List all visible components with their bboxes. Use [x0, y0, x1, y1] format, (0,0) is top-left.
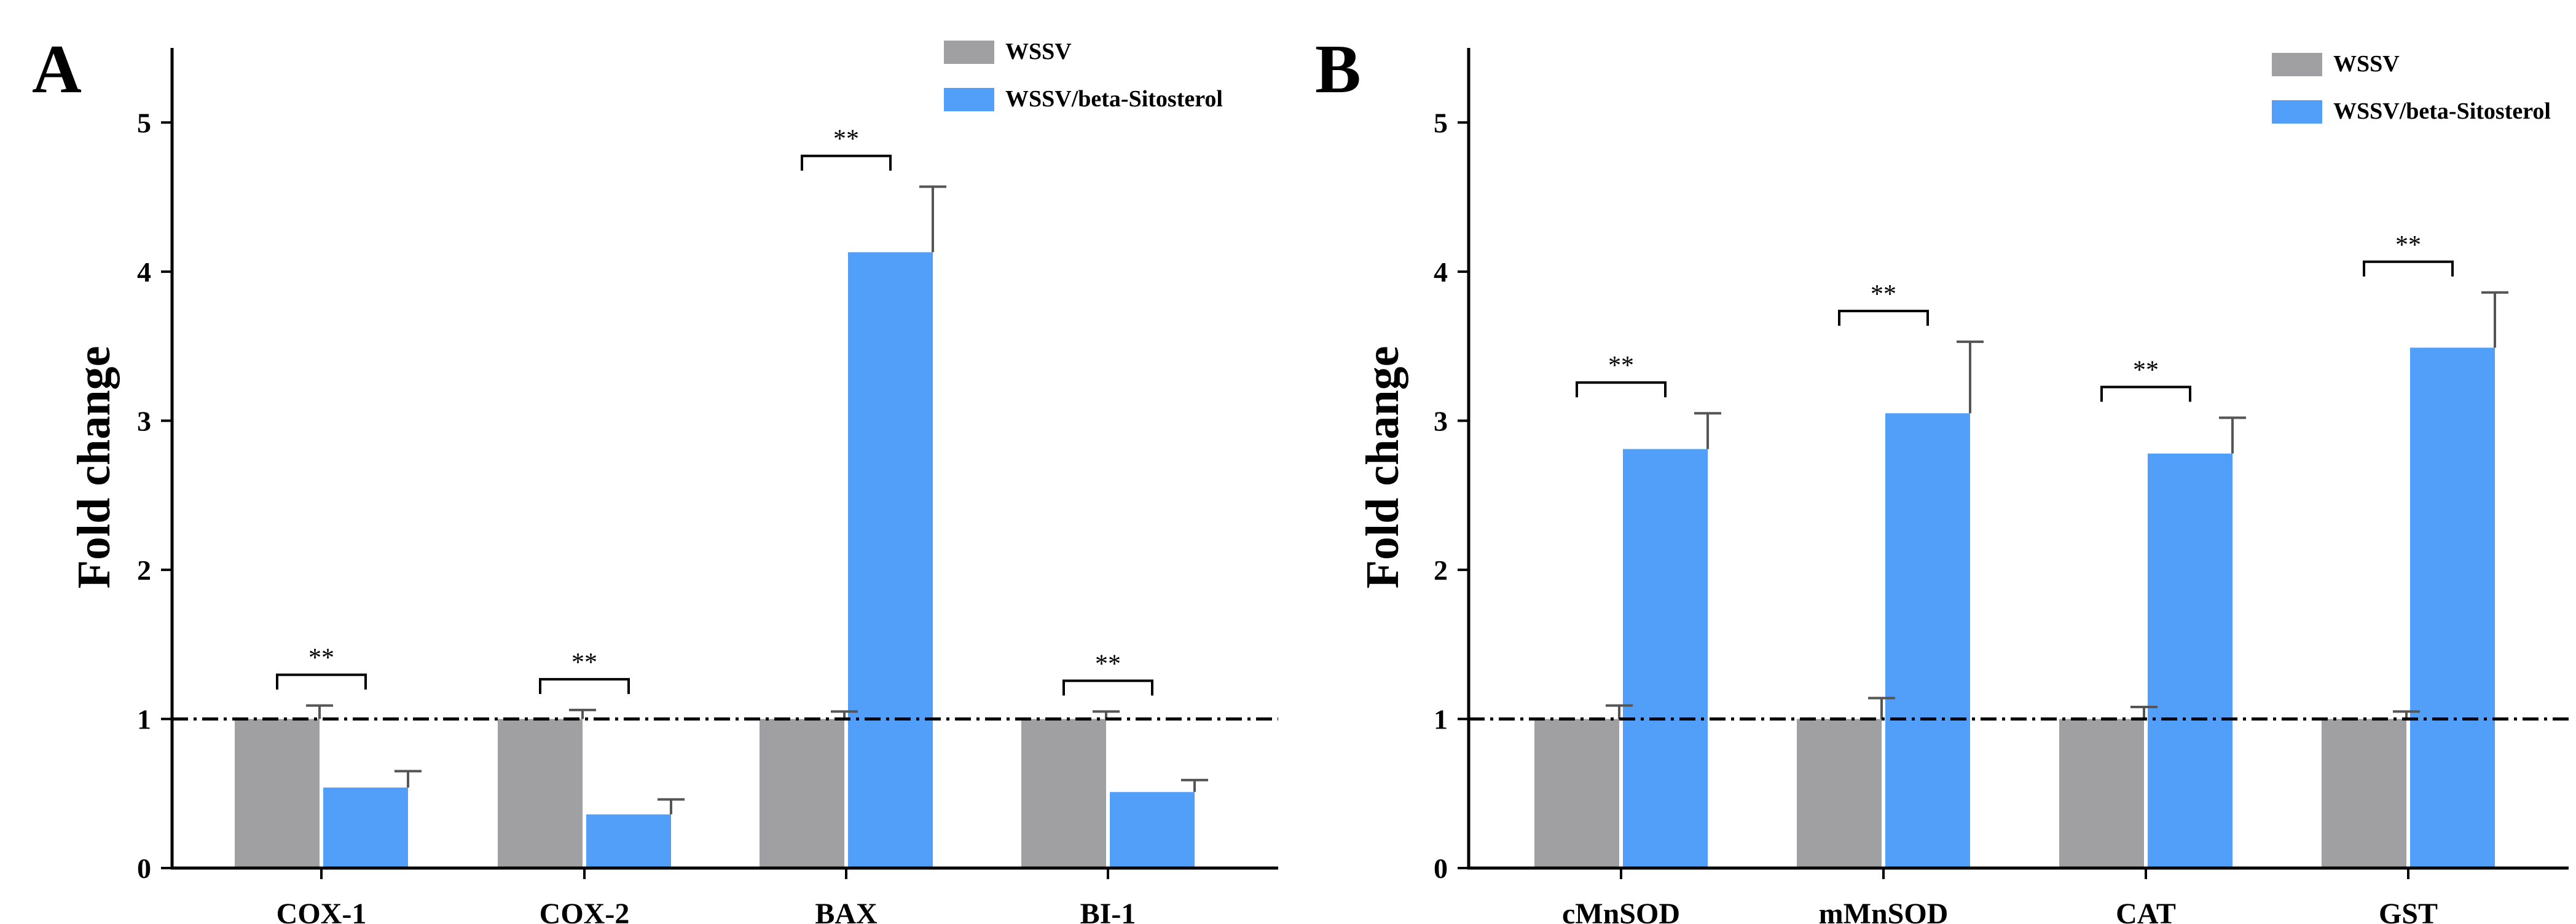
panel-a: A Fold change 0 1 2 3 4 5 COX-1 COX-2 BAX BI-1 *… — [32, 31, 1278, 924]
legend-label-wssv: WSSV — [1005, 39, 1072, 65]
error-bar-cat-wssv — [2130, 706, 2158, 719]
error-bar-mmnsod-wssv-beta-sitosterol — [1957, 340, 1984, 414]
y-tick-label: 0 — [137, 853, 151, 884]
error-bar-cox-1-wssv — [306, 704, 333, 719]
significance-bracket-cat — [2100, 385, 2191, 402]
y-tick-label: 0 — [1434, 853, 1448, 884]
axes — [1467, 48, 2569, 870]
significance-bracket-gst — [2363, 260, 2454, 277]
significance-label-bax: ** — [833, 125, 859, 154]
bar-cmnsod-wssv-beta-sitosterol — [1623, 449, 1708, 868]
bar-cox-2-wssv-beta-sitosterol — [586, 814, 671, 868]
panel-label: A — [32, 31, 82, 108]
legend-label-beta-sitosterol: WSSV/beta-Sitosterol — [1005, 86, 1223, 112]
significance-label-cat: ** — [2133, 357, 2159, 385]
significance-label-mmnsod: ** — [1871, 280, 1896, 309]
y-tick-label: 2 — [137, 555, 151, 586]
legend: WSSV WSSV/beta-Sitosterol — [2272, 51, 2551, 124]
y-ticks: 0 1 2 3 4 5 — [137, 107, 172, 884]
error-bar-cox-2-wssv-beta-sitosterol — [658, 798, 685, 815]
legend: WSSV WSSV/beta-Sitosterol — [944, 39, 1223, 112]
y-tick-label: 4 — [1434, 256, 1448, 288]
y-tick-label: 3 — [1434, 405, 1448, 436]
bar-cox-1-wssv-beta-sitosterol — [323, 788, 408, 868]
significance-label-cox-2: ** — [571, 649, 597, 677]
axes — [170, 48, 1278, 870]
bar-marks — [1534, 347, 2495, 868]
x-category-labels: COX-1 COX-2 BAX BI-1 — [277, 868, 1136, 924]
y-tick-label: 5 — [1434, 107, 1448, 138]
y-axis-title: Fold change — [1357, 346, 1408, 589]
bar-cat-wssv — [2059, 719, 2144, 868]
bar-gst-wssv-beta-sitosterol — [2410, 347, 2495, 868]
legend-label-beta-sitosterol: WSSV/beta-Sitosterol — [2333, 98, 2551, 124]
significance-brackets: ** ** ** ** — [1576, 231, 2454, 402]
x-category-label-gst: GST — [2379, 898, 2438, 924]
significance-bracket-bax — [801, 154, 892, 171]
legend-swatch-beta-sitosterol — [944, 88, 994, 111]
bar-bax-wssv-beta-sitosterol — [848, 252, 933, 869]
error-bar-bi-1-wssv-beta-sitosterol — [1181, 778, 1208, 792]
bar-cox-2-wssv — [498, 719, 583, 868]
bar-cox-1-wssv — [235, 719, 320, 868]
significance-label-bi-1: ** — [1095, 650, 1121, 678]
error-bar-cat-wssv-beta-sitosterol — [2219, 416, 2246, 454]
significance-label-cox-1: ** — [308, 644, 334, 673]
significance-bracket-cox-2 — [539, 677, 630, 694]
significance-label-cmnsod: ** — [1608, 352, 1634, 380]
bar-mmnsod-wssv — [1797, 719, 1882, 868]
y-ticks: 0 1 2 3 4 5 — [1434, 107, 1469, 884]
significance-label-gst: ** — [2395, 231, 2421, 259]
x-category-label-cox-1: COX-1 — [277, 898, 367, 924]
legend-swatch-wssv — [944, 41, 994, 64]
y-tick-label: 3 — [137, 405, 151, 436]
bar-mmnsod-wssv-beta-sitosterol — [1885, 413, 1970, 868]
significance-bracket-cox-1 — [276, 673, 367, 690]
x-category-label-bax: BAX — [815, 898, 878, 924]
error-bar-cox-1-wssv-beta-sitosterol — [395, 770, 422, 788]
error-bar-bax-wssv-beta-sitosterol — [919, 185, 946, 253]
y-tick-label: 1 — [1434, 703, 1448, 735]
x-category-label-mmnsod: mMnSOD — [1819, 898, 1949, 924]
bar-bax-wssv — [760, 719, 844, 868]
bar-cmnsod-wssv — [1534, 719, 1619, 868]
bar-marks — [235, 252, 1195, 869]
y-axis-title: Fold change — [68, 346, 120, 589]
bar-bi-1-wssv-beta-sitosterol — [1110, 792, 1195, 868]
significance-brackets: ** ** ** ** — [276, 125, 1153, 696]
significance-bracket-bi-1 — [1062, 679, 1153, 696]
y-tick-label: 4 — [137, 256, 151, 288]
error-bars — [306, 185, 1208, 815]
legend-swatch-beta-sitosterol — [2272, 100, 2322, 124]
x-category-label-cox-2: COX-2 — [540, 898, 630, 924]
legend-swatch-wssv — [2272, 53, 2322, 76]
significance-bracket-mmnsod — [1838, 309, 1929, 326]
error-bar-cmnsod-wssv — [1606, 704, 1633, 719]
y-tick-label: 2 — [1434, 555, 1448, 586]
bar-gst-wssv — [2322, 719, 2406, 868]
x-category-label-bi-1: BI-1 — [1080, 898, 1136, 924]
x-category-label-cat: CAT — [2116, 898, 2176, 924]
y-tick-label: 5 — [137, 107, 151, 138]
bar-bi-1-wssv — [1021, 719, 1106, 868]
y-tick-label: 1 — [137, 703, 151, 735]
error-bar-cox-2-wssv — [569, 708, 596, 719]
error-bar-gst-wssv-beta-sitosterol — [2481, 291, 2508, 348]
bar-cat-wssv-beta-sitosterol — [2148, 453, 2232, 868]
panel-label: B — [1315, 31, 1361, 108]
error-bar-cmnsod-wssv-beta-sitosterol — [1694, 412, 1721, 449]
x-category-label-cmnsod: cMnSOD — [1562, 898, 1680, 924]
error-bars — [1606, 291, 2508, 719]
error-bar-mmnsod-wssv — [1868, 697, 1895, 719]
significance-bracket-cmnsod — [1576, 381, 1667, 398]
x-category-labels: cMnSOD mMnSOD CAT GST — [1562, 868, 2438, 924]
legend-label-wssv: WSSV — [2333, 51, 2400, 77]
